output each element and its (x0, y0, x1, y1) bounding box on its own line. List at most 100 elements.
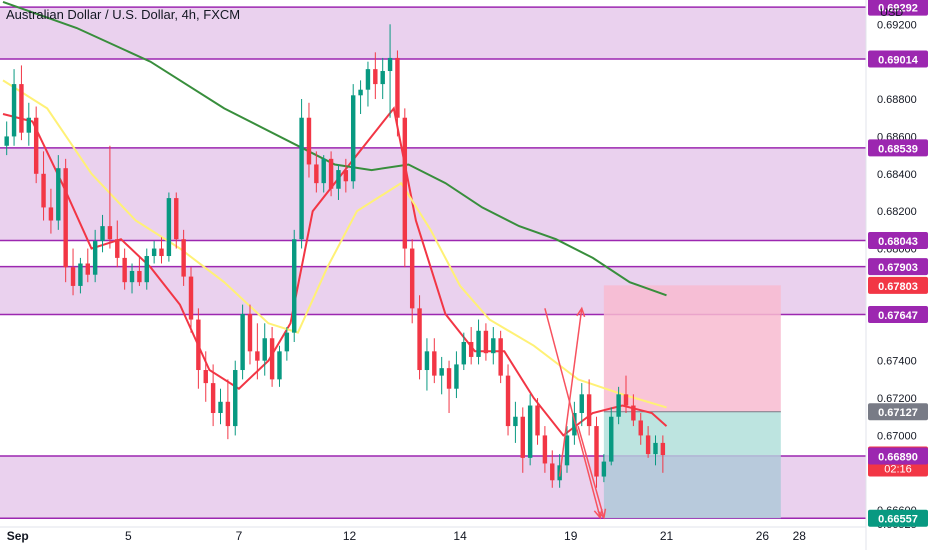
candle-body (174, 198, 179, 240)
candle-body (483, 330, 489, 354)
candle-body (520, 416, 525, 458)
price-tag (868, 139, 928, 157)
candle-body (564, 435, 570, 466)
candle-body (107, 226, 113, 240)
price-tag-label: 0.66557 (878, 514, 918, 526)
x-tick-label: 19 (564, 529, 578, 543)
x-tick-label: 21 (660, 529, 674, 543)
price-tag-label: 0.69292 (878, 3, 918, 15)
x-tick-label: 12 (343, 529, 357, 543)
arrow-head-0 (576, 306, 586, 318)
candle-body (380, 71, 385, 85)
candle-body (542, 435, 548, 464)
candle-body (26, 117, 32, 133)
chart-title: Australian Dollar / U.S. Dollar, 4h, FXC… (6, 7, 241, 22)
price-tag-label: 0.67803 (878, 281, 918, 293)
candle-body (645, 435, 651, 455)
arrow-head-1 (593, 508, 603, 520)
candle-body (225, 401, 231, 427)
candle-body (247, 313, 253, 352)
ma_slow-line (2, 0, 667, 297)
arrow-head-2 (597, 508, 607, 520)
candle-body (85, 263, 90, 275)
price-tag (868, 276, 928, 294)
candle-body (586, 394, 592, 427)
x-tick-label: Sep (7, 529, 29, 543)
ma_fast-line (2, 106, 668, 437)
arrow-2 (577, 425, 605, 518)
price-tag-label: 0.67903 (878, 262, 918, 274)
position-layer[interactable] (603, 285, 781, 519)
target-zone (603, 411, 781, 456)
candle-body (402, 117, 408, 249)
currency-label: USD (880, 7, 904, 19)
candle-body (446, 368, 452, 389)
candle-body (70, 267, 76, 286)
candles (4, 24, 666, 488)
price-tag-label: 0.68043 (878, 236, 918, 248)
candle-body (535, 405, 540, 436)
y-tick-label: 0.69200 (877, 19, 917, 31)
moving-averages (2, 0, 668, 437)
y-tick-label: 0.67000 (877, 430, 917, 442)
candle-body (321, 158, 326, 184)
target-zone-lower (603, 455, 781, 519)
candle-body (196, 319, 201, 371)
y-tick-label: 0.68400 (877, 169, 917, 181)
x-tick-label: 26 (756, 529, 770, 543)
candle-body (56, 168, 61, 221)
candle-body (269, 338, 275, 380)
price-tag (868, 258, 928, 276)
ma_mid-line (2, 79, 667, 409)
candle-body (365, 69, 371, 90)
candle-body (33, 117, 39, 174)
candle-body (454, 364, 459, 389)
stop-zone (603, 285, 781, 412)
candle-body (387, 57, 393, 72)
candle-body (166, 198, 172, 257)
price-tag-label: 0.67127 (878, 407, 918, 419)
price-tag (868, 306, 928, 324)
price-tags: 0.69292 0.69014 0.68539 0.68043 0.67903 0.678… (868, 0, 928, 527)
candle-body (137, 270, 142, 283)
candle-body (609, 416, 614, 462)
candle-body (306, 117, 312, 165)
candle-body (623, 394, 629, 406)
candle-body (188, 276, 194, 320)
candle-body (594, 426, 599, 477)
candle-body (343, 170, 349, 182)
x-tick-label: 28 (793, 529, 807, 543)
time-axis-bg (0, 527, 866, 550)
candle-body (122, 257, 127, 283)
candle-body (601, 461, 607, 477)
candle-body (210, 383, 216, 414)
candle-body (48, 207, 54, 221)
candle-body (358, 89, 363, 96)
candle-body (92, 241, 98, 275)
drawn-arrows[interactable] (544, 306, 607, 520)
candle-body (292, 239, 297, 333)
candle-body (100, 226, 105, 242)
candle-body (299, 117, 304, 240)
x-tick-label: 14 (453, 529, 467, 543)
candle-body (4, 136, 9, 146)
candle-body (203, 370, 208, 384)
candle-body (579, 394, 584, 414)
candle-body (409, 248, 415, 309)
y-tick-label: 0.67400 (877, 356, 917, 368)
candle-body (277, 351, 282, 380)
candle-body (115, 239, 120, 258)
candle-body (572, 413, 577, 436)
x-tick-label: 5 (125, 529, 132, 543)
candle-body (424, 351, 430, 371)
candle-body (328, 158, 334, 189)
candle-body (240, 313, 245, 371)
candle-body (653, 442, 658, 455)
candle-body (550, 463, 555, 481)
zone-1 (0, 147, 866, 241)
candle-body (395, 57, 400, 118)
price-tag (868, 232, 928, 250)
candle-body (660, 442, 666, 456)
candle-body (255, 351, 260, 361)
